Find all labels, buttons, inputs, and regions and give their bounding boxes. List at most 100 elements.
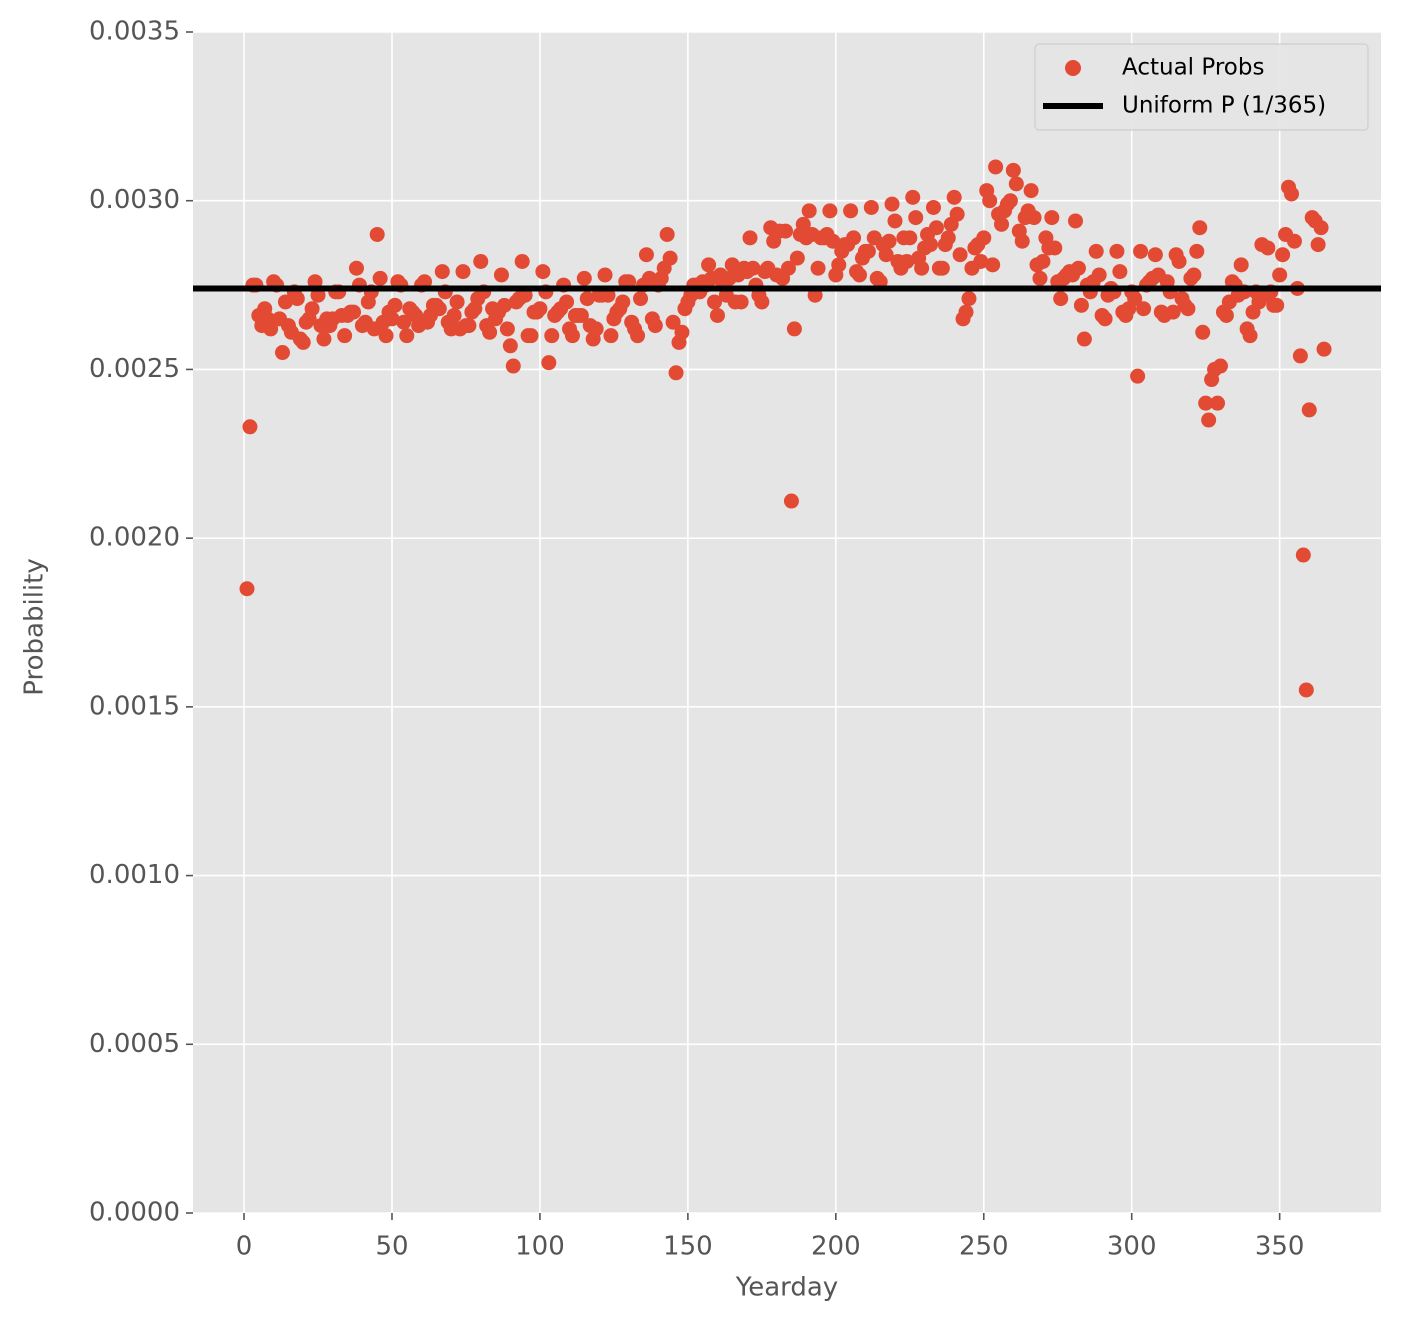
scatter-point	[1186, 267, 1202, 283]
scatter-point	[295, 334, 311, 350]
scatter-point	[1130, 368, 1146, 384]
scatter-point	[925, 199, 941, 215]
scatter-point	[934, 260, 950, 276]
scatter-point	[369, 226, 385, 242]
scatter-point	[1286, 233, 1302, 249]
x-tick-label: 50	[375, 1232, 408, 1262]
scatter-point	[801, 203, 817, 219]
scatter-point	[985, 257, 1001, 273]
y-tick-label: 0.0010	[89, 860, 180, 890]
scatter-point	[1298, 682, 1314, 698]
legend-text: Uniform P (1/365)	[1122, 93, 1326, 119]
scatter-point	[1316, 341, 1332, 357]
scatter-point	[523, 328, 539, 344]
legend-text: Actual Probs	[1122, 55, 1264, 81]
x-tick-label: 150	[663, 1232, 713, 1262]
y-tick-label: 0.0015	[89, 691, 180, 721]
x-tick-label: 100	[515, 1232, 565, 1262]
scatter-point	[647, 318, 663, 334]
scatter-point	[597, 267, 613, 283]
scatter-point	[1233, 257, 1249, 273]
scatter-point	[1136, 301, 1152, 317]
scatter-point	[1201, 412, 1217, 428]
scatter-point	[810, 260, 826, 276]
scatter-point	[621, 274, 637, 290]
scatter-point	[940, 230, 956, 246]
scatter-point	[446, 307, 462, 323]
scatter-point	[396, 314, 412, 330]
scatter-point	[872, 274, 888, 290]
scatter-point	[399, 328, 415, 344]
y-axis-label: Probability	[20, 558, 50, 695]
scatter-point	[961, 291, 977, 307]
scatter-point	[958, 304, 974, 320]
scatter-point	[1198, 395, 1214, 411]
scatter-point	[1275, 247, 1291, 263]
scatter-point	[1180, 301, 1196, 317]
scatter-point	[1272, 267, 1288, 283]
scatter-point	[289, 291, 305, 307]
scatter-point	[1260, 240, 1276, 256]
scatter-point	[846, 230, 862, 246]
x-tick-label: 250	[959, 1232, 1009, 1262]
scatter-point	[1242, 328, 1258, 344]
scatter-point	[860, 243, 876, 259]
x-tick-label: 200	[811, 1232, 861, 1262]
scatter-point	[1053, 291, 1069, 307]
scatter-point	[923, 237, 939, 253]
scatter-point	[988, 159, 1004, 175]
scatter-point	[1301, 402, 1317, 418]
scatter-point	[275, 345, 291, 361]
scatter-point	[902, 230, 918, 246]
scatter-point	[505, 358, 521, 374]
marks	[193, 159, 1381, 698]
scatter-point	[482, 324, 498, 340]
scatter-point	[1210, 395, 1226, 411]
scatter-point	[952, 247, 968, 263]
scatter-point	[1112, 264, 1128, 280]
scatter-point	[780, 260, 796, 276]
scatter-point	[535, 264, 551, 280]
scatter-point	[982, 193, 998, 209]
scatter-point	[499, 321, 515, 337]
scatter-point	[881, 233, 897, 249]
scatter-point	[976, 230, 992, 246]
scatter-point	[348, 260, 364, 276]
y-tick-label: 0.0000	[89, 1198, 180, 1228]
scatter-point	[1073, 297, 1089, 313]
x-tick-label: 0	[236, 1232, 253, 1262]
scatter-point	[1283, 186, 1299, 202]
ticks: 0 50 100 150 200 250 300 350 0.0000 0.0005 0.0010 0…	[89, 17, 1304, 1262]
scatter-point	[1070, 260, 1086, 276]
scatter-point	[786, 321, 802, 337]
scatter-point	[973, 253, 989, 269]
scatter-point	[1192, 220, 1208, 236]
scatter-point	[473, 253, 489, 269]
scatter-point	[946, 189, 962, 205]
scatter-point	[1127, 291, 1143, 307]
scatter-point	[615, 294, 631, 310]
scatter-point	[1002, 193, 1018, 209]
scatter-point	[277, 294, 293, 310]
scatter-point	[1014, 233, 1030, 249]
scatter-point	[887, 213, 903, 229]
scatter-point	[1032, 270, 1048, 286]
scatter-point	[659, 226, 675, 242]
scatter-point	[878, 247, 894, 263]
legend-box	[1034, 43, 1369, 131]
grid	[193, 31, 1381, 1214]
scatter-point	[1165, 304, 1181, 320]
scatter-point	[825, 233, 841, 249]
scatter-point	[263, 321, 279, 337]
scatter-point	[733, 294, 749, 310]
scatter-point	[532, 301, 548, 317]
scatter-point	[1295, 547, 1311, 563]
scatter-point	[1091, 267, 1107, 283]
x-axis-label: Yearday	[735, 1273, 838, 1303]
scatter-point	[372, 270, 388, 286]
scatter-point	[778, 223, 794, 239]
scatter-point	[1310, 237, 1326, 253]
scatter-point	[1088, 243, 1104, 259]
scatter-point	[239, 581, 255, 597]
